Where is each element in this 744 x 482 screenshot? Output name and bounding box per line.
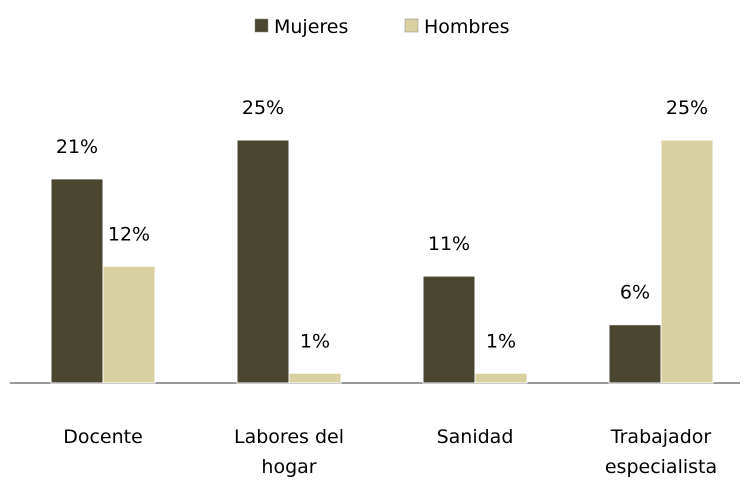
value-label: 12% [108,223,150,245]
x-tick-label: Labores del hogar [234,426,344,478]
value-label: 25% [242,97,284,119]
legend-label: Hombres [424,16,509,38]
legend-swatch [404,18,419,33]
value-label: 11% [428,233,470,255]
x-tick-label: Docente [63,426,143,448]
value-label: 6% [620,282,650,304]
bar [236,139,290,384]
legend-swatch [254,18,269,33]
bar [50,178,104,384]
value-label: 21% [56,136,98,158]
value-label: 25% [666,97,708,119]
bar [660,139,714,384]
bar [608,324,662,384]
legend-label: Mujeres [274,16,348,38]
value-label: 1% [486,330,516,352]
x-tick-label: Trabajador especialista [604,426,718,478]
x-tick-label: Sanidad [436,426,514,448]
bar [474,372,528,384]
bar [102,265,156,384]
bar [288,372,342,384]
bar [422,275,476,384]
value-label: 1% [300,330,330,352]
